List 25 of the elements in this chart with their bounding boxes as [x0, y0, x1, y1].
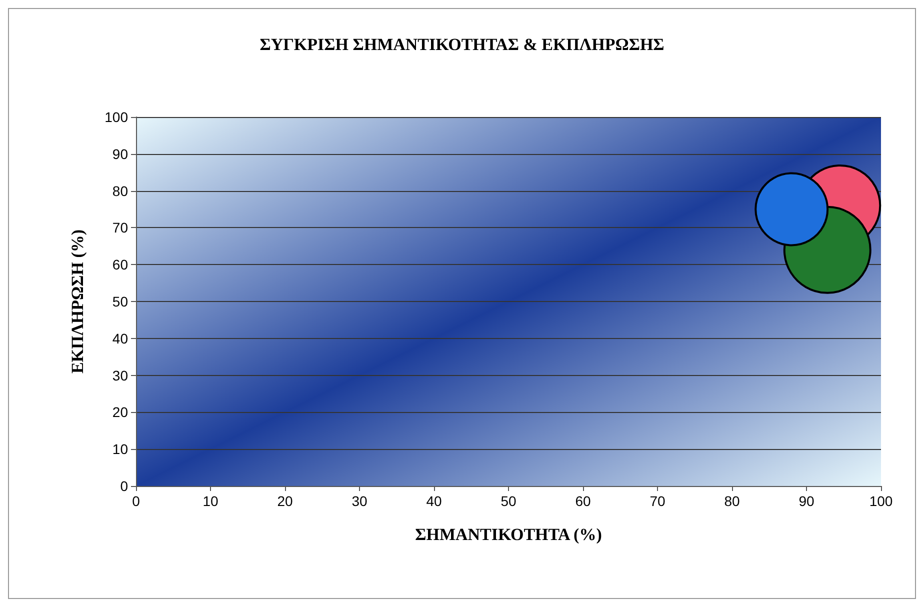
- y-tick-label: 90: [112, 146, 128, 162]
- chart-title: ΣΥΓΚΡΙΣΗ ΣΗΜΑΝΤΙΚΟΤΗΤΑΣ & ΕΚΠΛΗΡΩΣΗΣ: [260, 35, 664, 54]
- y-tick-label: 10: [112, 441, 128, 458]
- x-tick-label: 90: [798, 493, 814, 509]
- y-axis-title: ΕΚΠΛΗΡΩΣΗ (%): [68, 229, 87, 374]
- y-tick-label: 40: [112, 330, 128, 346]
- x-tick-label: 10: [202, 493, 218, 509]
- y-tick-label: 20: [112, 404, 128, 420]
- x-tick-label: 50: [500, 493, 516, 509]
- x-tick-label: 70: [650, 493, 666, 509]
- y-tick-label: 80: [112, 182, 128, 199]
- x-tick-label: 30: [352, 493, 368, 509]
- y-tick-label: 70: [112, 220, 128, 236]
- x-axis-title: ΣΗΜΑΝΤΙΚΟΤΗΤΑ (%): [415, 525, 602, 544]
- y-tick-label: 50: [112, 294, 128, 310]
- y-tick-label: 100: [104, 109, 128, 125]
- x-tick-label: 60: [575, 493, 591, 509]
- x-tick-label: 0: [132, 493, 140, 509]
- x-tick-label: 100: [869, 493, 893, 509]
- x-tick-label: 20: [277, 493, 293, 509]
- y-tick-label: 0: [120, 478, 128, 494]
- y-tick-label: 30: [112, 367, 128, 384]
- y-tick-label: 60: [112, 256, 128, 273]
- x-tick-label: 80: [724, 493, 740, 509]
- x-tick-label: 40: [426, 493, 442, 509]
